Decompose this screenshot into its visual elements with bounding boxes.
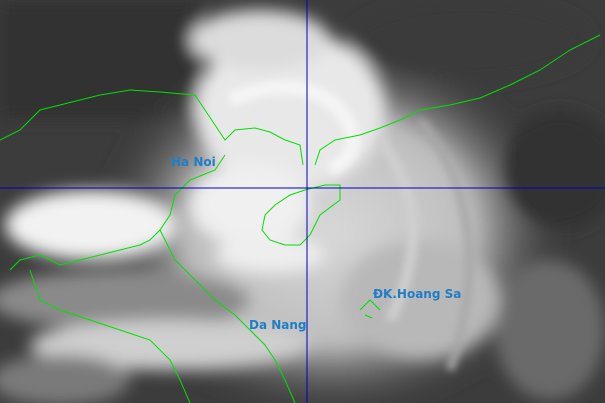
city-label-hanoi: Ha Noi	[171, 155, 216, 169]
city-label-danang: Da Nang	[249, 318, 307, 332]
island-label-hoangsa: ĐK.Hoang Sa	[373, 287, 462, 301]
coastline	[0, 34, 601, 403]
